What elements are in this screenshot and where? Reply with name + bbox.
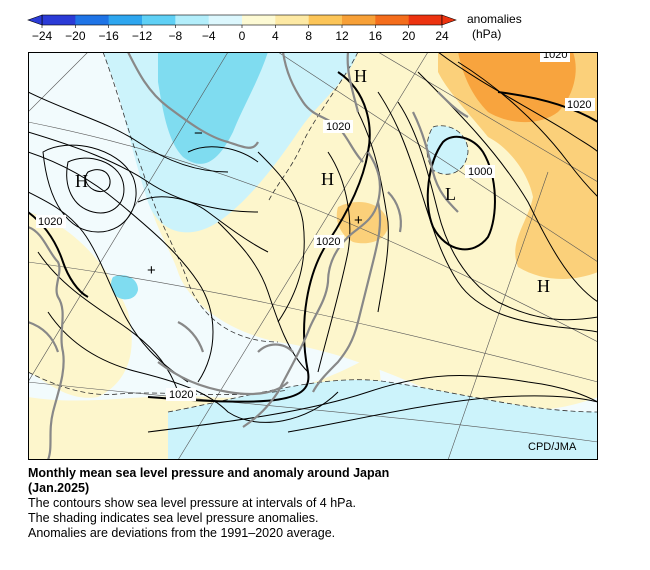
svg-text:1000: 1000 — [468, 166, 492, 178]
isobar-labels: 1020 1020 1020 1000 1020 1020 — [36, 52, 595, 401]
anomaly-colorbar: −24 −20 −16 −12 −8 −4 0 4 8 12 16 20 24 anomalies (h… — [27, 12, 522, 43]
colorbar-swatch — [242, 15, 276, 25]
colorbar-label-line2: (hPa) — [472, 27, 501, 41]
positive-sign-japan: + — [354, 212, 363, 229]
high-center-north: H — [354, 66, 367, 86]
pressure-anomaly-map: 1020 1020 1020 1000 1020 1020 — [28, 52, 598, 460]
positive-sign: + — [147, 262, 156, 279]
colorbar-swatch — [342, 15, 376, 25]
svg-text:1020: 1020 — [567, 99, 591, 111]
negative-anomaly-core — [158, 52, 268, 164]
negative-anomaly-small — [111, 275, 138, 300]
colorbar-tick-label: 8 — [305, 29, 312, 43]
colorbar-swatch — [275, 15, 309, 25]
isobar-label: 1020 — [323, 120, 353, 133]
isobar-label: 1020 — [565, 98, 595, 111]
high-center-japan-sea: H — [321, 169, 334, 189]
figure-caption: Monthly mean sea level pressure and anom… — [28, 466, 628, 541]
pressure-centers: H H H L H — [75, 66, 550, 296]
colorbar-left-arrow — [27, 14, 43, 26]
colorbar-swatch — [42, 15, 76, 25]
colorbar-tick-label: 12 — [335, 29, 349, 43]
colorbar-tick-label: −20 — [65, 29, 86, 43]
colorbar-tick-label: −24 — [32, 29, 53, 43]
positive-anomaly-strong-east — [458, 52, 576, 123]
colorbar-swatch — [308, 15, 343, 25]
isobar-label: 1020 — [314, 235, 344, 248]
isobar-label: 1020 — [36, 215, 66, 228]
colorbar-tick-label: 16 — [369, 29, 383, 43]
colorbar-tick-label: −8 — [168, 29, 182, 43]
caption-title-line2: (Jan.2025) — [28, 481, 90, 495]
colorbar-swatches — [41, 14, 443, 26]
map-credit: CPD/JMA — [528, 441, 577, 453]
colorbar-tick-label: 20 — [402, 29, 416, 43]
colorbar-swatch — [375, 15, 409, 25]
colorbar-swatch — [108, 15, 143, 25]
colorbar-right-arrow — [441, 14, 457, 26]
colorbar-swatch — [208, 15, 243, 25]
coastlines — [28, 52, 469, 460]
svg-text:1020: 1020 — [169, 389, 193, 401]
anomaly-signs: − + + — [147, 125, 363, 279]
colorbar-swatch — [408, 15, 443, 25]
negative-sign: − — [194, 125, 203, 142]
colorbar-tick-label: −12 — [132, 29, 153, 43]
isobar-label-top: 1020 — [540, 52, 570, 62]
colorbar-ticks: −24 −20 −16 −12 −8 −4 0 4 8 12 16 20 24 — [32, 25, 449, 43]
svg-text:1020: 1020 — [316, 236, 340, 248]
colorbar-tick-label: 0 — [239, 29, 246, 43]
high-center-pacific: H — [537, 276, 550, 296]
isobars-thick — [28, 71, 598, 403]
colorbar-tick-label: 4 — [272, 29, 279, 43]
isobar-label: 1000 — [465, 165, 495, 178]
isobar-label: 1020 — [166, 388, 196, 401]
colorbar-swatch — [142, 15, 176, 25]
caption-line1: The contours show sea level pressure at … — [28, 496, 356, 510]
svg-text:1020: 1020 — [543, 52, 567, 61]
caption-line3: Anomalies are deviations from the 1991–2… — [28, 526, 336, 540]
colorbar-tick-label: −16 — [98, 29, 119, 43]
high-center-northwest: H — [75, 171, 88, 191]
colorbar-swatch — [75, 15, 109, 25]
colorbar-tick-label: −4 — [202, 29, 216, 43]
negative-anomaly-region-east — [426, 125, 468, 175]
colorbar-tick-label: 24 — [435, 29, 449, 43]
caption-title-line1: Monthly mean sea level pressure and anom… — [28, 466, 390, 480]
svg-text:1020: 1020 — [326, 121, 350, 133]
map-frame — [28, 52, 598, 460]
colorbar-swatch — [175, 15, 209, 25]
svg-text:1020: 1020 — [38, 216, 62, 228]
low-center-east: L — [445, 184, 456, 204]
colorbar-label-line1: anomalies — [467, 12, 522, 26]
caption-line2: The shading indicates sea level pressure… — [28, 511, 319, 525]
